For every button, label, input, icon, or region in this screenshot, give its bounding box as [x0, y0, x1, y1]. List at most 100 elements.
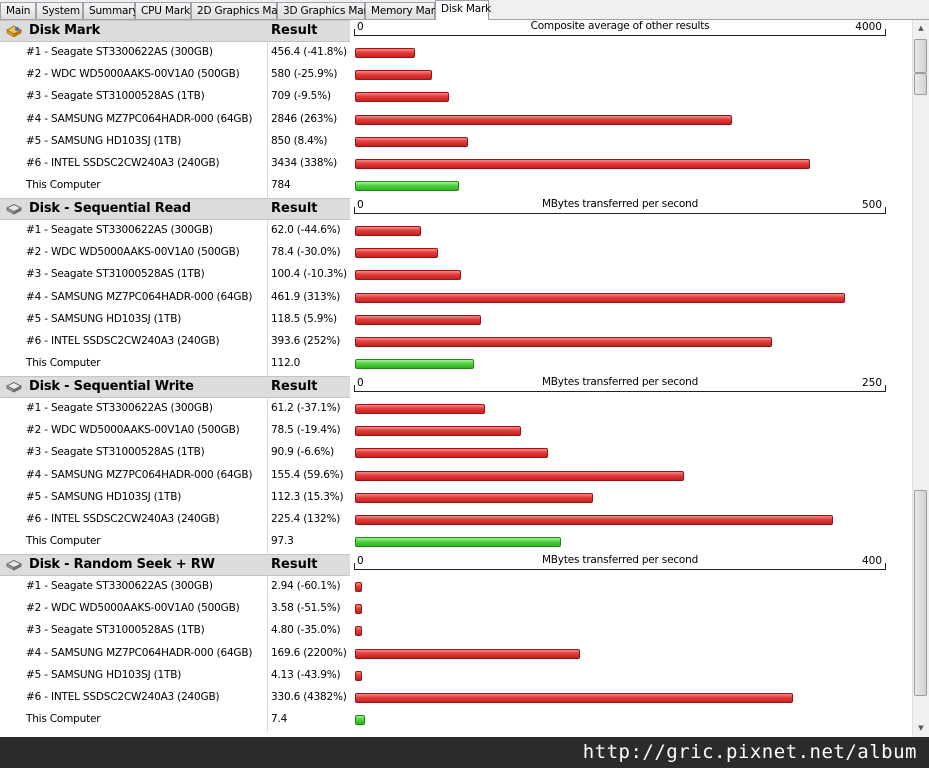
section-header-disk-random-seek-rw: Disk - Random Seek + RW Result: [0, 554, 350, 576]
tab-main[interactable]: Main: [0, 2, 36, 19]
watermark-url: http://gric.pixnet.net/album: [582, 741, 917, 763]
disk-drive-icon: [6, 560, 22, 571]
scale-tick: [885, 385, 886, 392]
result-value: 62.0 (-44.6%): [271, 224, 341, 236]
result-value: 61.2 (-37.1%): [271, 402, 341, 414]
result-bar: [355, 48, 415, 58]
result-bar: [355, 492, 593, 503]
drive-name: #1 - Seagate ST3300622AS (300GB): [26, 402, 213, 414]
result-bar: [355, 226, 421, 236]
result-value: 2.94 (-60.1%): [271, 580, 341, 592]
drive-name: #6 - INTEL SSDSC2CW240A3 (240GB): [26, 157, 220, 169]
scale-line: [354, 391, 886, 392]
section-title: Disk - Sequential Write: [29, 379, 194, 394]
result-bar: [355, 314, 481, 325]
drive-name: #6 - INTEL SSDSC2CW240A3 (240GB): [26, 513, 220, 525]
scale-tick: [354, 207, 355, 214]
result-bar: [355, 270, 461, 281]
column-divider: [267, 376, 268, 554]
tab-cpu-mark[interactable]: CPU Mark: [135, 2, 191, 19]
result-value: 2846 (263%): [271, 112, 338, 125]
result-value: 112.0: [271, 357, 301, 370]
result-value: 78.5 (-19.4%): [271, 424, 341, 437]
vertical-scrollbar[interactable]: ▲ ▼: [912, 20, 929, 737]
scale-axis: 0 MBytes transferred per second 400: [352, 554, 888, 576]
drive-name: #6 - INTEL SSDSC2CW240A3 (240GB): [26, 691, 220, 703]
tab-disk-mark[interactable]: Disk Mark: [435, 0, 491, 20]
this-computer-label: This Computer: [26, 713, 101, 726]
scale-min-label: 0: [357, 555, 364, 567]
result-bar: [355, 693, 793, 703]
scale-tick: [354, 385, 355, 392]
scale-axis: 0 MBytes transferred per second 500: [352, 198, 888, 220]
column-divider: [267, 20, 268, 198]
scale-max-label: 250: [861, 377, 882, 389]
result-bar: [355, 670, 362, 681]
result-value: 456.4 (-41.8%): [271, 46, 347, 58]
result-value: 78.4 (-30.0%): [271, 246, 341, 259]
scale-max-label: 4000: [855, 21, 882, 33]
scroll-up-arrow-icon[interactable]: ▲: [918, 24, 924, 32]
scrollbar-thumb-grip[interactable]: [914, 73, 927, 95]
drive-name: #5 - SAMSUNG HD103SJ (1TB): [26, 668, 182, 681]
result-value: 155.4 (59.6%): [271, 468, 344, 481]
result-bar: [355, 292, 845, 303]
scale-caption: MBytes transferred per second: [541, 376, 699, 388]
result-bar: [355, 136, 468, 147]
result-bar: [355, 404, 485, 414]
tab-memory-mark[interactable]: Memory Mark: [365, 2, 441, 19]
scale-min-label: 0: [357, 377, 364, 389]
drive-name: #1 - Seagate ST3300622AS (300GB): [26, 46, 213, 58]
scale-tick: [354, 29, 355, 36]
result-bar: [355, 515, 833, 525]
tab-2d-graphics-mark[interactable]: 2D Graphics Mark: [191, 2, 288, 19]
result-bar: [355, 159, 810, 169]
scrollbar-track-segment[interactable]: [914, 490, 927, 696]
result-value: 90.9 (-6.6%): [271, 446, 334, 459]
tab-system[interactable]: System: [36, 2, 83, 19]
tab-summary[interactable]: Summary: [83, 2, 139, 19]
result-value: 97.3: [271, 535, 294, 548]
result-column-header: Result: [271, 557, 318, 572]
result-bar: [355, 626, 362, 637]
result-value: 100.4 (-10.3%): [271, 268, 347, 281]
result-column-header: Result: [271, 379, 318, 394]
column-divider: [267, 554, 268, 732]
result-value: 112.3 (15.3%): [271, 490, 344, 503]
this-computer-bar: [355, 537, 561, 548]
section-title: Disk Mark: [29, 23, 101, 38]
drive-name: #2 - WDC WD5000AAKS-00V1A0 (500GB): [26, 424, 240, 437]
drive-name: #1 - Seagate ST3300622AS (300GB): [26, 580, 213, 592]
this-computer-bar: [355, 181, 459, 192]
drive-name: #5 - SAMSUNG HD103SJ (1TB): [26, 490, 182, 503]
scroll-down-arrow-icon[interactable]: ▼: [918, 724, 924, 732]
drive-name: #3 - Seagate ST31000528AS (1TB): [26, 446, 205, 459]
result-bar: [355, 448, 548, 459]
this-computer-label: This Computer: [26, 357, 101, 370]
scale-min-label: 0: [357, 21, 364, 33]
result-column-header: Result: [271, 201, 318, 216]
result-value: 709 (-9.5%): [271, 90, 331, 103]
drive-name: #6 - INTEL SSDSC2CW240A3 (240GB): [26, 335, 220, 347]
scrollbar-thumb[interactable]: [914, 39, 927, 73]
disk-mark-panel: Disk Mark Result 0 Composite average of oth…: [0, 20, 912, 737]
drive-name: #4 - SAMSUNG MZ7PC064HADR-000 (64GB): [26, 646, 253, 659]
watermark-footer: http://gric.pixnet.net/album: [0, 737, 929, 768]
result-value: 580 (-25.9%): [271, 68, 338, 81]
drive-name: #2 - WDC WD5000AAKS-00V1A0 (500GB): [26, 602, 240, 615]
scale-tick: [885, 207, 886, 214]
section-header-disk-sequential-write: Disk - Sequential Write Result: [0, 376, 350, 398]
drive-name: #3 - Seagate ST31000528AS (1TB): [26, 268, 205, 281]
scale-tick: [885, 563, 886, 570]
result-bar: [355, 114, 732, 125]
result-bar: [355, 337, 772, 347]
drive-name: #2 - WDC WD5000AAKS-00V1A0 (500GB): [26, 68, 240, 81]
scale-tick: [885, 29, 886, 36]
result-value: 850 (8.4%): [271, 134, 328, 147]
scale-tick: [354, 563, 355, 570]
result-value: 4.80 (-35.0%): [271, 624, 341, 637]
section-header-disk-sequential-read: Disk - Sequential Read Result: [0, 198, 350, 220]
disk-drive-icon: [6, 382, 22, 393]
tab-3d-graphics-mark[interactable]: 3D Graphics Mark: [277, 2, 374, 19]
result-value: 4.13 (-43.9%): [271, 668, 341, 681]
